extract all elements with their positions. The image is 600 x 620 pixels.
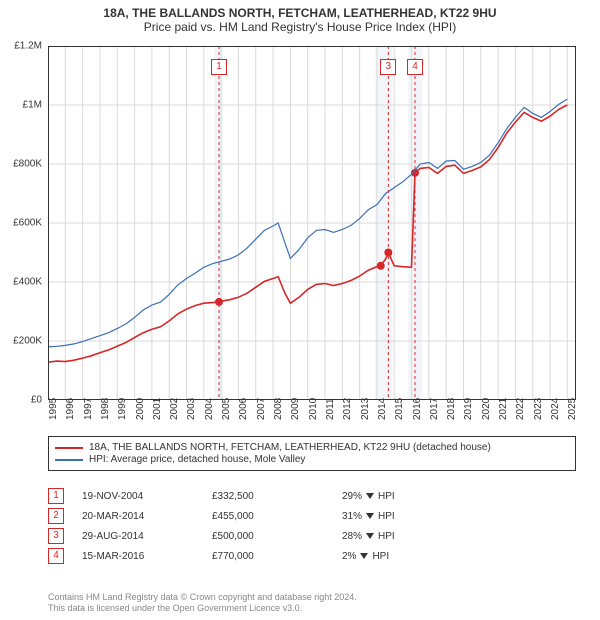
- sale-date: 15-MAR-2016: [82, 551, 212, 562]
- x-tick-label: 2019: [463, 398, 474, 420]
- legend-swatch: [55, 459, 83, 461]
- x-tick-label: 2000: [135, 398, 146, 420]
- table-row: 4 15-MAR-2016£770,0002% HPI: [48, 548, 576, 564]
- chart-marker-box: 1: [211, 59, 227, 75]
- x-tick-label: 2009: [290, 398, 301, 420]
- x-tick-label: 2013: [360, 398, 371, 420]
- x-tick-label: 2014: [377, 398, 388, 420]
- x-tick-label: 2010: [308, 398, 319, 420]
- x-tick-label: 2007: [256, 398, 267, 420]
- x-tick-label: 2002: [169, 398, 180, 420]
- arrow-down-icon: [366, 493, 374, 499]
- sale-diff-label: HPI: [378, 491, 395, 502]
- x-tick-label: 1998: [100, 398, 111, 420]
- y-tick-label: £400K: [2, 277, 42, 288]
- sales-table: 1 19-NOV-2004£332,50029% HPI 2 20-MAR-2014£4…: [48, 484, 576, 568]
- sale-price: £500,000: [212, 531, 342, 542]
- x-tick-label: 2015: [394, 398, 405, 420]
- arrow-down-icon: [360, 553, 368, 559]
- sale-marker-box: 2: [48, 508, 64, 524]
- x-tick-label: 2023: [533, 398, 544, 420]
- y-tick-label: £200K: [2, 336, 42, 347]
- chart-marker-box: 4: [407, 59, 423, 75]
- sale-price: £770,000: [212, 551, 342, 562]
- sale-diff-label: HPI: [378, 531, 395, 542]
- x-tick-label: 2006: [238, 398, 249, 420]
- legend-label: 18A, THE BALLANDS NORTH, FETCHAM, LEATHE…: [89, 442, 491, 453]
- x-tick-label: 2005: [221, 398, 232, 420]
- legend-swatch: [55, 447, 83, 449]
- y-tick-label: £800K: [2, 159, 42, 170]
- sale-diff-pct: 29%: [342, 491, 362, 502]
- sale-diff-label: HPI: [372, 551, 389, 562]
- arrow-down-icon: [366, 533, 374, 539]
- x-tick-label: 2004: [204, 398, 215, 420]
- x-tick-label: 2018: [446, 398, 457, 420]
- sale-diff: 31% HPI: [342, 511, 442, 522]
- y-tick-label: £0: [2, 395, 42, 406]
- x-tick-label: 2020: [481, 398, 492, 420]
- sale-diff: 2% HPI: [342, 551, 442, 562]
- x-tick-label: 2024: [550, 398, 561, 420]
- x-tick-label: 2021: [498, 398, 509, 420]
- chart: £0£200K£400K£600K£800K£1M£1.2M 199519961…: [48, 46, 576, 400]
- x-tick-label: 2022: [515, 398, 526, 420]
- legend-row: HPI: Average price, detached house, Mole…: [55, 454, 569, 465]
- x-tick-label: 2008: [273, 398, 284, 420]
- sale-diff-pct: 31%: [342, 511, 362, 522]
- sale-price: £455,000: [212, 511, 342, 522]
- footer: Contains HM Land Registry data © Crown c…: [48, 592, 576, 615]
- legend-label: HPI: Average price, detached house, Mole…: [89, 454, 305, 465]
- x-tick-label: 2025: [567, 398, 578, 420]
- sale-date: 20-MAR-2014: [82, 511, 212, 522]
- chart-svg: [48, 46, 576, 400]
- x-tick-label: 1995: [48, 398, 59, 420]
- sale-diff: 29% HPI: [342, 491, 442, 502]
- sale-date: 29-AUG-2014: [82, 531, 212, 542]
- x-tick-label: 2003: [186, 398, 197, 420]
- table-row: 1 19-NOV-2004£332,50029% HPI: [48, 488, 576, 504]
- footer-line-1: Contains HM Land Registry data © Crown c…: [48, 592, 576, 603]
- y-tick-label: £1.2M: [2, 41, 42, 52]
- legend-row: 18A, THE BALLANDS NORTH, FETCHAM, LEATHE…: [55, 442, 569, 453]
- sale-date: 19-NOV-2004: [82, 491, 212, 502]
- y-tick-label: £600K: [2, 218, 42, 229]
- x-tick-label: 1996: [65, 398, 76, 420]
- page-subtitle: Price paid vs. HM Land Registry's House …: [0, 20, 600, 38]
- table-row: 2 20-MAR-2014£455,00031% HPI: [48, 508, 576, 524]
- sale-diff-label: HPI: [378, 511, 395, 522]
- x-tick-label: 2017: [429, 398, 440, 420]
- x-tick-label: 2012: [342, 398, 353, 420]
- sale-diff: 28% HPI: [342, 531, 442, 542]
- sale-diff-pct: 28%: [342, 531, 362, 542]
- sale-marker-box: 3: [48, 528, 64, 544]
- x-tick-label: 1999: [117, 398, 128, 420]
- x-tick-label: 2016: [412, 398, 423, 420]
- page-title: 18A, THE BALLANDS NORTH, FETCHAM, LEATHE…: [0, 0, 600, 20]
- chart-marker-box: 3: [380, 59, 396, 75]
- footer-line-2: This data is licensed under the Open Gov…: [48, 603, 576, 614]
- sale-price: £332,500: [212, 491, 342, 502]
- arrow-down-icon: [366, 513, 374, 519]
- x-tick-label: 1997: [83, 398, 94, 420]
- table-row: 3 29-AUG-2014£500,00028% HPI: [48, 528, 576, 544]
- legend: 18A, THE BALLANDS NORTH, FETCHAM, LEATHE…: [48, 436, 576, 471]
- sale-diff-pct: 2%: [342, 551, 356, 562]
- sale-marker-box: 4: [48, 548, 64, 564]
- y-tick-label: £1M: [2, 100, 42, 111]
- x-tick-label: 2001: [152, 398, 163, 420]
- sale-marker-box: 1: [48, 488, 64, 504]
- x-tick-label: 2011: [325, 398, 336, 420]
